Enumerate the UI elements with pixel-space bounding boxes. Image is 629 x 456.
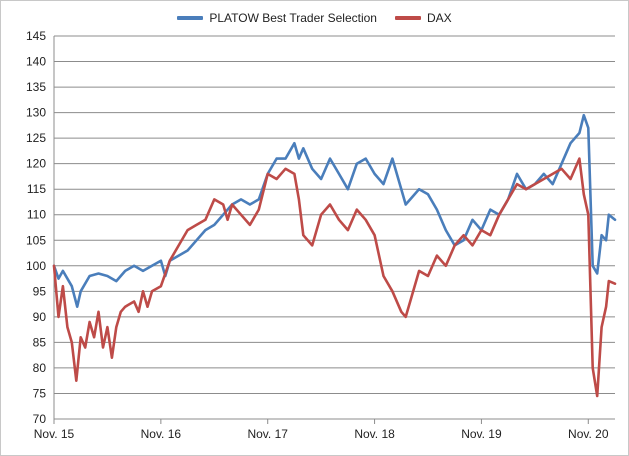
y-tick-label: 100 xyxy=(26,259,46,273)
legend-swatch-platow xyxy=(177,16,204,20)
y-tick-label: 70 xyxy=(33,412,47,426)
y-tick-label: 115 xyxy=(27,182,46,196)
x-tick-label: Nov. 17 xyxy=(247,427,288,441)
x-tick-label: Nov. 15 xyxy=(34,427,75,441)
x-tick-label: Nov. 18 xyxy=(354,427,395,441)
y-tick-label: 145 xyxy=(26,29,46,43)
legend-label-platow: PLATOW Best Trader Selection xyxy=(209,11,377,25)
x-tick-label: Nov. 16 xyxy=(141,427,182,441)
y-tick-label: 125 xyxy=(26,131,46,145)
y-tick-label: 85 xyxy=(33,335,47,349)
y-tick-label: 95 xyxy=(33,284,47,298)
legend-swatch-dax xyxy=(394,16,421,20)
y-tick-label: 105 xyxy=(26,233,46,247)
y-tick-label: 135 xyxy=(26,80,46,94)
y-tick-label: 120 xyxy=(26,157,46,171)
y-tick-label: 140 xyxy=(26,55,46,69)
y-tick-label: 75 xyxy=(33,386,47,400)
legend-item-dax: DAX xyxy=(394,11,452,25)
legend: PLATOW Best Trader Selection DAX xyxy=(0,8,629,28)
series-line-dax xyxy=(52,157,617,398)
y-tick-label: 130 xyxy=(26,106,46,120)
series-line-platow xyxy=(52,113,617,308)
legend-label-dax: DAX xyxy=(426,11,452,25)
x-tick-label: Nov. 19 xyxy=(461,427,502,441)
y-tick-label: 90 xyxy=(33,310,47,324)
y-tick-label: 80 xyxy=(33,361,47,375)
y-tick-label: 110 xyxy=(27,208,46,222)
x-tick-label: Nov. 20 xyxy=(568,427,609,441)
legend-item-platow: PLATOW Best Trader Selection xyxy=(177,11,377,25)
